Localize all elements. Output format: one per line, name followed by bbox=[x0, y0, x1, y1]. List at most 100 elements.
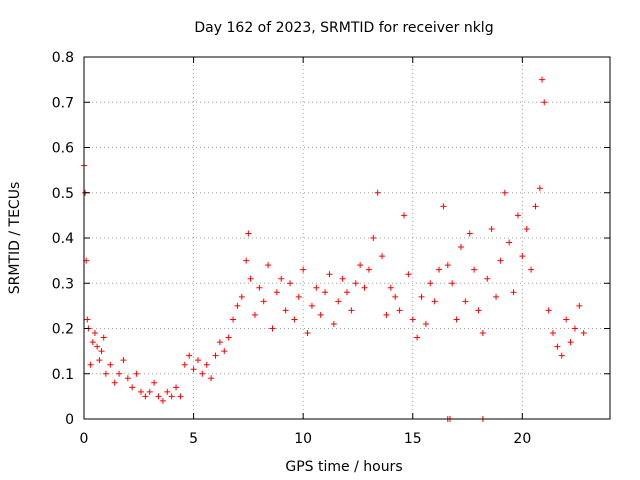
data-point bbox=[260, 298, 267, 305]
data-point bbox=[100, 334, 107, 341]
data-point bbox=[177, 393, 184, 400]
data-point bbox=[440, 203, 447, 210]
data-point bbox=[501, 189, 508, 196]
data-point bbox=[94, 343, 101, 350]
y-tick-label: 0.2 bbox=[52, 322, 74, 338]
data-point bbox=[365, 266, 372, 273]
data-point bbox=[528, 266, 535, 273]
data-point bbox=[348, 307, 355, 314]
data-point bbox=[357, 262, 364, 269]
data-point bbox=[317, 311, 324, 318]
data-point bbox=[580, 330, 587, 337]
data-point bbox=[282, 307, 289, 314]
data-point bbox=[87, 361, 94, 368]
y-tick-label: 0.5 bbox=[52, 186, 74, 202]
data-point bbox=[216, 339, 223, 346]
data-point bbox=[208, 375, 215, 382]
data-point bbox=[247, 275, 254, 282]
data-point bbox=[251, 311, 258, 318]
data-point bbox=[186, 352, 193, 359]
data-point bbox=[190, 366, 197, 373]
data-point bbox=[243, 257, 250, 264]
data-point bbox=[203, 361, 210, 368]
data-point bbox=[484, 275, 491, 282]
data-point bbox=[488, 225, 495, 232]
data-point bbox=[344, 289, 350, 296]
data-point bbox=[400, 212, 407, 219]
data-point bbox=[361, 284, 368, 291]
data-point bbox=[466, 230, 473, 237]
data-point bbox=[278, 275, 285, 282]
data-point bbox=[554, 343, 561, 350]
data-point bbox=[567, 339, 574, 346]
data-point bbox=[96, 357, 103, 364]
data-point bbox=[173, 384, 180, 391]
data-point bbox=[431, 298, 438, 305]
y-tick-label: 0.1 bbox=[52, 367, 74, 383]
data-point bbox=[379, 253, 386, 260]
data-point bbox=[194, 357, 201, 364]
x-tick-label: 10 bbox=[294, 431, 312, 447]
data-point bbox=[510, 289, 517, 296]
data-point bbox=[422, 320, 429, 327]
data-point bbox=[107, 361, 114, 368]
data-point bbox=[230, 316, 237, 323]
y-tick-label: 0.6 bbox=[52, 141, 74, 157]
data-point bbox=[84, 316, 91, 323]
data-point bbox=[370, 235, 377, 241]
data-point bbox=[427, 280, 434, 287]
data-point bbox=[116, 370, 123, 377]
data-point bbox=[387, 284, 394, 291]
data-point bbox=[245, 230, 252, 237]
data-point bbox=[471, 266, 478, 273]
data-point bbox=[418, 293, 425, 300]
data-point bbox=[181, 361, 188, 368]
x-tick-label: 0 bbox=[80, 431, 89, 447]
data-point bbox=[539, 76, 546, 83]
data-point bbox=[545, 307, 552, 314]
data-point bbox=[444, 262, 451, 269]
data-point bbox=[383, 311, 390, 318]
data-point bbox=[493, 293, 500, 300]
y-tick-label: 0.8 bbox=[52, 50, 74, 66]
data-point bbox=[339, 275, 346, 282]
x-axis-label: GPS time / hours bbox=[285, 459, 402, 475]
data-point bbox=[409, 316, 416, 323]
data-point bbox=[335, 298, 342, 305]
data-point bbox=[506, 239, 513, 246]
data-point bbox=[151, 379, 158, 386]
data-point bbox=[120, 357, 127, 364]
data-point bbox=[519, 253, 526, 260]
data-point bbox=[457, 244, 464, 251]
data-point bbox=[523, 225, 530, 232]
data-point bbox=[133, 370, 140, 377]
data-point bbox=[168, 393, 175, 400]
data-point bbox=[89, 339, 96, 346]
data-point bbox=[475, 307, 482, 314]
data-point bbox=[225, 334, 232, 341]
data-point bbox=[479, 330, 486, 337]
data-point bbox=[142, 393, 149, 400]
data-point bbox=[129, 384, 136, 391]
data-point bbox=[91, 330, 98, 337]
data-point bbox=[295, 293, 302, 300]
data-point bbox=[111, 379, 118, 386]
data-point bbox=[221, 348, 228, 355]
data-point bbox=[571, 325, 578, 332]
data-point bbox=[265, 262, 272, 269]
data-point bbox=[576, 302, 583, 309]
data-point bbox=[322, 289, 329, 296]
data-point bbox=[155, 393, 162, 400]
data-point bbox=[449, 280, 456, 287]
y-tick-label: 0.7 bbox=[52, 95, 74, 111]
chart-title: Day 162 of 2023, SRMTID for receiver nkl… bbox=[194, 20, 493, 36]
data-point bbox=[462, 298, 469, 305]
data-point bbox=[269, 325, 276, 332]
x-tick-label: 15 bbox=[404, 431, 422, 447]
data-point bbox=[326, 271, 333, 278]
data-point bbox=[199, 370, 206, 377]
data-point bbox=[330, 320, 337, 327]
data-point bbox=[256, 284, 263, 291]
y-tick-label: 0 bbox=[65, 412, 74, 428]
